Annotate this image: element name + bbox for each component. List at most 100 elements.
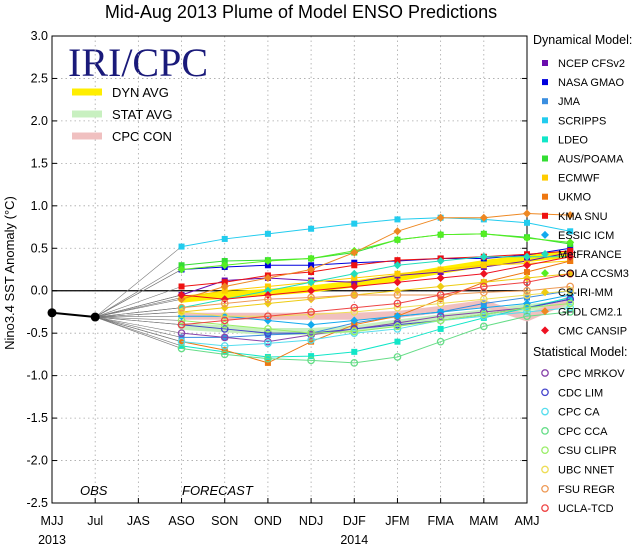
series-point <box>566 295 575 304</box>
series-point <box>307 310 315 319</box>
series-point <box>394 216 401 223</box>
series-point <box>308 353 315 360</box>
series-point <box>351 321 358 328</box>
x-tick-label: MAM <box>469 514 498 528</box>
legend-label: UCLA-TCD <box>558 503 614 515</box>
year-label: 2013 <box>38 533 66 546</box>
legend-label: CMC CANSIP <box>558 325 627 337</box>
series-point <box>479 308 488 316</box>
observed-line <box>51 311 96 319</box>
legend-marker <box>541 388 549 397</box>
series-point <box>220 325 229 333</box>
forecast-start-line <box>95 286 182 318</box>
series-point <box>566 269 575 278</box>
legend-marker <box>541 307 549 316</box>
series-point <box>393 325 402 333</box>
series-point <box>566 211 575 220</box>
observed-point <box>47 308 57 318</box>
x-tick-label: Jul <box>87 514 103 528</box>
series-line <box>181 250 571 287</box>
series-point <box>307 254 316 263</box>
legend-marker <box>542 155 548 162</box>
legend-label: FSU REGR <box>558 484 615 496</box>
series-point <box>523 278 531 287</box>
series-point <box>393 235 402 244</box>
y-tick-label: 2.0 <box>31 114 48 128</box>
series-point <box>566 308 575 316</box>
series-point <box>436 312 445 321</box>
series-point <box>523 312 531 321</box>
legend-label: UKMO <box>558 192 591 204</box>
series-point <box>566 299 575 308</box>
average-line <box>178 250 574 303</box>
forecast-start-line <box>95 315 182 318</box>
series-point <box>393 303 402 312</box>
y-axis-label: Nino3.4 SST Anomaly (°C) <box>2 196 17 350</box>
series-line <box>181 273 571 313</box>
series-point <box>220 282 229 291</box>
legend-label: UBC NNET <box>558 465 615 477</box>
series-point <box>524 294 530 301</box>
legend-label: CS-IRI-MM <box>558 287 613 299</box>
y-tick-label: 2.5 <box>31 71 48 85</box>
series-point <box>178 262 185 269</box>
legend-marker <box>541 407 549 416</box>
x-tick-label: ASO <box>168 514 195 528</box>
series-point <box>178 342 185 349</box>
series-line <box>181 256 571 300</box>
series-point <box>307 329 315 338</box>
series-point <box>308 338 315 345</box>
y-tick-label: -0.5 <box>26 326 48 340</box>
legend-marker <box>541 427 549 435</box>
series-point <box>480 262 487 269</box>
observed-series <box>47 308 100 322</box>
legend-label: KMA SNU <box>558 211 608 223</box>
series-point <box>436 316 445 325</box>
series-point <box>523 291 531 299</box>
series-point <box>436 230 445 239</box>
x-tick-label: FMA <box>427 514 454 528</box>
legend-label: LDEO <box>558 134 588 146</box>
y-tick-label: 3.0 <box>31 29 48 43</box>
series-point <box>264 312 272 321</box>
series-line <box>181 256 571 309</box>
forecast-start-line <box>95 264 182 318</box>
y-tick-label: 0.5 <box>31 241 48 255</box>
series-line <box>181 302 571 334</box>
series-line <box>181 273 571 326</box>
series-point <box>437 266 444 273</box>
legend-label: CPC CA <box>558 407 600 419</box>
series-point <box>436 337 445 346</box>
legend-marker <box>541 369 549 377</box>
legend-label: GFDL CM2.1 <box>558 306 622 318</box>
forecast-start-line <box>95 316 182 349</box>
series-line <box>181 311 571 364</box>
series-line <box>181 298 571 343</box>
series-point <box>264 339 272 348</box>
forecast-start-line <box>95 316 182 347</box>
series-point <box>350 303 359 312</box>
series-point <box>566 252 575 261</box>
series-point <box>351 348 358 355</box>
series-point <box>479 282 488 291</box>
series-point <box>436 299 445 308</box>
series-point <box>350 327 359 336</box>
legend-marker <box>542 212 548 219</box>
average-legend-label: CPC CON <box>112 129 172 144</box>
series-point <box>350 325 359 333</box>
series-point <box>567 228 574 235</box>
series-point <box>263 273 272 282</box>
x-tick-label: NDJ <box>299 514 323 528</box>
series-point <box>393 291 402 299</box>
series-point <box>177 320 186 329</box>
series-point <box>350 316 359 325</box>
series-point <box>178 283 185 290</box>
series-point <box>177 329 186 338</box>
series-point <box>264 329 272 338</box>
average-legend: DYN AVG STAT AVG CPC CON <box>72 85 172 144</box>
series-point <box>220 350 229 359</box>
observed-point <box>90 312 100 322</box>
series-point <box>220 333 229 342</box>
legend-marker <box>541 504 549 512</box>
legend-label: CDC LIM <box>558 387 603 399</box>
